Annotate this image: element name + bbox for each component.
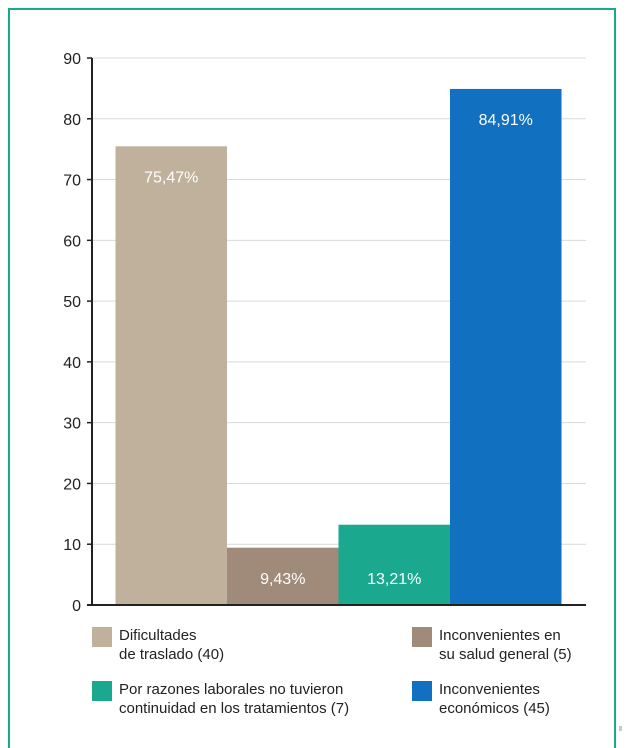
legend-item-economicos: Inconvenientes económicos (45) bbox=[439, 680, 550, 718]
y-tick-label: 60 bbox=[63, 233, 81, 250]
y-tick-label: 30 bbox=[63, 416, 81, 433]
y-tick-label: 70 bbox=[63, 173, 81, 190]
legend-swatch-laborales bbox=[92, 681, 112, 701]
y-tick-label: 90 bbox=[63, 51, 81, 68]
legend-label-line2: económicos (45) bbox=[439, 700, 550, 717]
legend-label-line1: Dificultades bbox=[119, 627, 197, 644]
legend-label-line1: Inconvenientes bbox=[439, 681, 540, 698]
legend-item-laborales: Por razones laborales no tuvieron contin… bbox=[119, 680, 349, 718]
legend-swatch-salud bbox=[412, 627, 432, 647]
legend-item-salud: Inconvenientes en su salud general (5) bbox=[439, 626, 572, 664]
y-tick-label: 10 bbox=[63, 537, 81, 554]
bar-data-label: 84,91% bbox=[479, 112, 533, 129]
legend-label-line1: Inconvenientes en bbox=[439, 627, 561, 644]
bar bbox=[338, 524, 450, 605]
y-tick-label: 20 bbox=[63, 476, 81, 493]
y-tick-label: 80 bbox=[63, 112, 81, 129]
chart-frame bbox=[8, 8, 616, 748]
corner-mark bbox=[619, 726, 622, 731]
y-tick-label: 40 bbox=[63, 355, 81, 372]
legend-swatch-economicos bbox=[412, 681, 432, 701]
legend-label-line2: de traslado (40) bbox=[119, 646, 225, 663]
legend-label-line1: Por razones laborales no tuvieron bbox=[119, 681, 344, 698]
legend-label-line2: su salud general (5) bbox=[439, 646, 572, 663]
bar-data-label: 13,21% bbox=[367, 571, 421, 588]
y-tick-label: 50 bbox=[63, 294, 81, 311]
legend-swatch-traslado bbox=[92, 627, 112, 647]
y-tick-label: 0 bbox=[72, 598, 81, 615]
legend-label-line2: continuidad en los tratamientos (7) bbox=[119, 700, 350, 717]
bar bbox=[227, 547, 339, 605]
legend-item-traslado: Dificultades de traslado (40) bbox=[119, 626, 224, 664]
bar bbox=[450, 88, 562, 605]
bar bbox=[115, 146, 227, 605]
bar-data-label: 75,47% bbox=[144, 169, 198, 186]
bar-data-label: 9,43% bbox=[260, 571, 305, 588]
